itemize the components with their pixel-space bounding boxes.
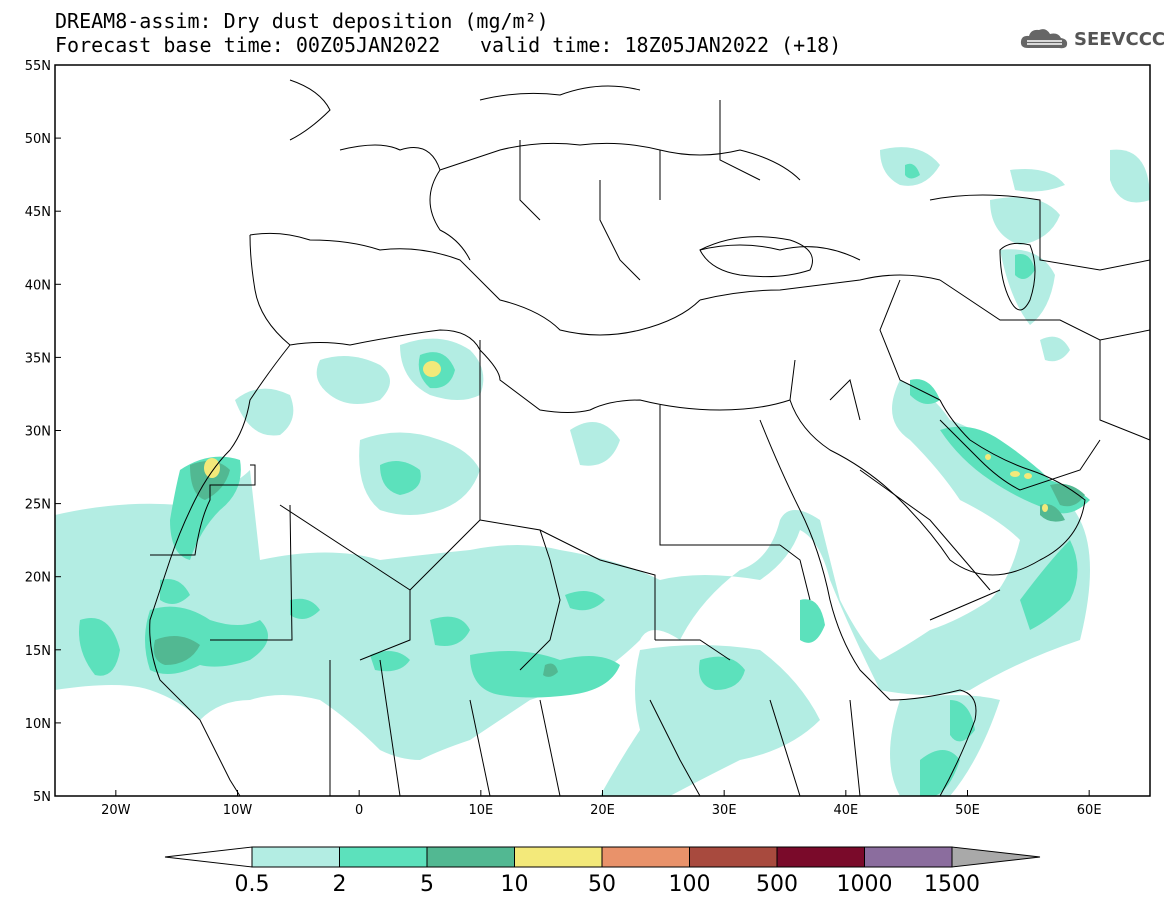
longitude-ticks: 20W 10W 0 10E 20E 30E 40E 50E 60E bbox=[101, 790, 1102, 818]
colorbar-level-label: 1000 bbox=[836, 872, 893, 897]
colorbar-bin bbox=[426, 846, 515, 868]
lat-tick-label: 55N bbox=[25, 59, 51, 74]
cloud-icon bbox=[1020, 29, 1068, 49]
lat-tick-label: 40N bbox=[25, 278, 51, 293]
colorbar-level-label: 50 bbox=[588, 872, 616, 897]
lon-tick-label: 20E bbox=[590, 803, 615, 818]
colorbar-level-label: 1500 bbox=[924, 872, 980, 897]
lat-tick-label: 20N bbox=[25, 571, 51, 586]
seevccc-logo: SEEVCCC bbox=[1018, 26, 1165, 52]
logo-text: SEEVCCC bbox=[1074, 28, 1165, 50]
colorbar-level-label: 100 bbox=[668, 872, 711, 897]
lat-tick-label: 15N bbox=[25, 644, 51, 659]
lon-tick-label: 40E bbox=[833, 803, 858, 818]
lon-tick-label: 10E bbox=[468, 803, 493, 818]
lon-tick-label: 30E bbox=[712, 803, 737, 818]
colorbar-bin bbox=[339, 846, 428, 868]
colorbar-level-label: 0.5 bbox=[234, 872, 270, 897]
latitude-ticks: 55N 50N 45N 40N 35N 30N 25N 20N 15N 10N 5N bbox=[25, 59, 61, 805]
colorbar-level-label: 2 bbox=[332, 872, 347, 897]
colorbar-bin bbox=[689, 846, 778, 868]
colorbar-bin bbox=[514, 846, 603, 868]
colorbar-level-label: 500 bbox=[756, 872, 798, 897]
lat-tick-label: 25N bbox=[25, 498, 51, 513]
colorbar-level-label: 5 bbox=[420, 872, 434, 897]
forecast-base-time: Forecast base time: 00Z05JAN2022 bbox=[55, 33, 441, 57]
lat-tick-label: 30N bbox=[25, 425, 51, 440]
country-borders bbox=[149, 79, 1150, 796]
colorbar-level-label: 10 bbox=[500, 872, 529, 897]
dust-field bbox=[55, 147, 1150, 796]
dust-level-10-50 bbox=[204, 361, 1048, 512]
colorbar bbox=[164, 846, 1041, 868]
lat-tick-label: 35N bbox=[25, 351, 51, 366]
lat-tick-label: 10N bbox=[25, 717, 51, 732]
lat-tick-label: 50N bbox=[25, 132, 51, 147]
colorbar-bin bbox=[251, 846, 340, 868]
colorbar-bin bbox=[601, 846, 690, 868]
lon-tick-label: 50E bbox=[955, 803, 980, 818]
lon-tick-label: 10W bbox=[223, 803, 253, 818]
lat-tick-label: 5N bbox=[33, 790, 51, 805]
lon-tick-label: 0 bbox=[355, 803, 363, 818]
lon-tick-label: 20W bbox=[101, 803, 131, 818]
lon-tick-label: 60E bbox=[1077, 803, 1102, 818]
lat-tick-label: 45N bbox=[25, 205, 51, 220]
map-title: DREAM8-assim: Dry dust deposition (mg/m²… bbox=[55, 9, 549, 33]
colorbar-under-arrow bbox=[164, 846, 253, 868]
colorbar-over-arrow bbox=[951, 846, 1041, 868]
valid-time: valid time: 18Z05JAN2022 (+18) bbox=[480, 33, 842, 57]
colorbar-bin bbox=[776, 846, 865, 868]
colorbar-bin bbox=[864, 846, 953, 868]
